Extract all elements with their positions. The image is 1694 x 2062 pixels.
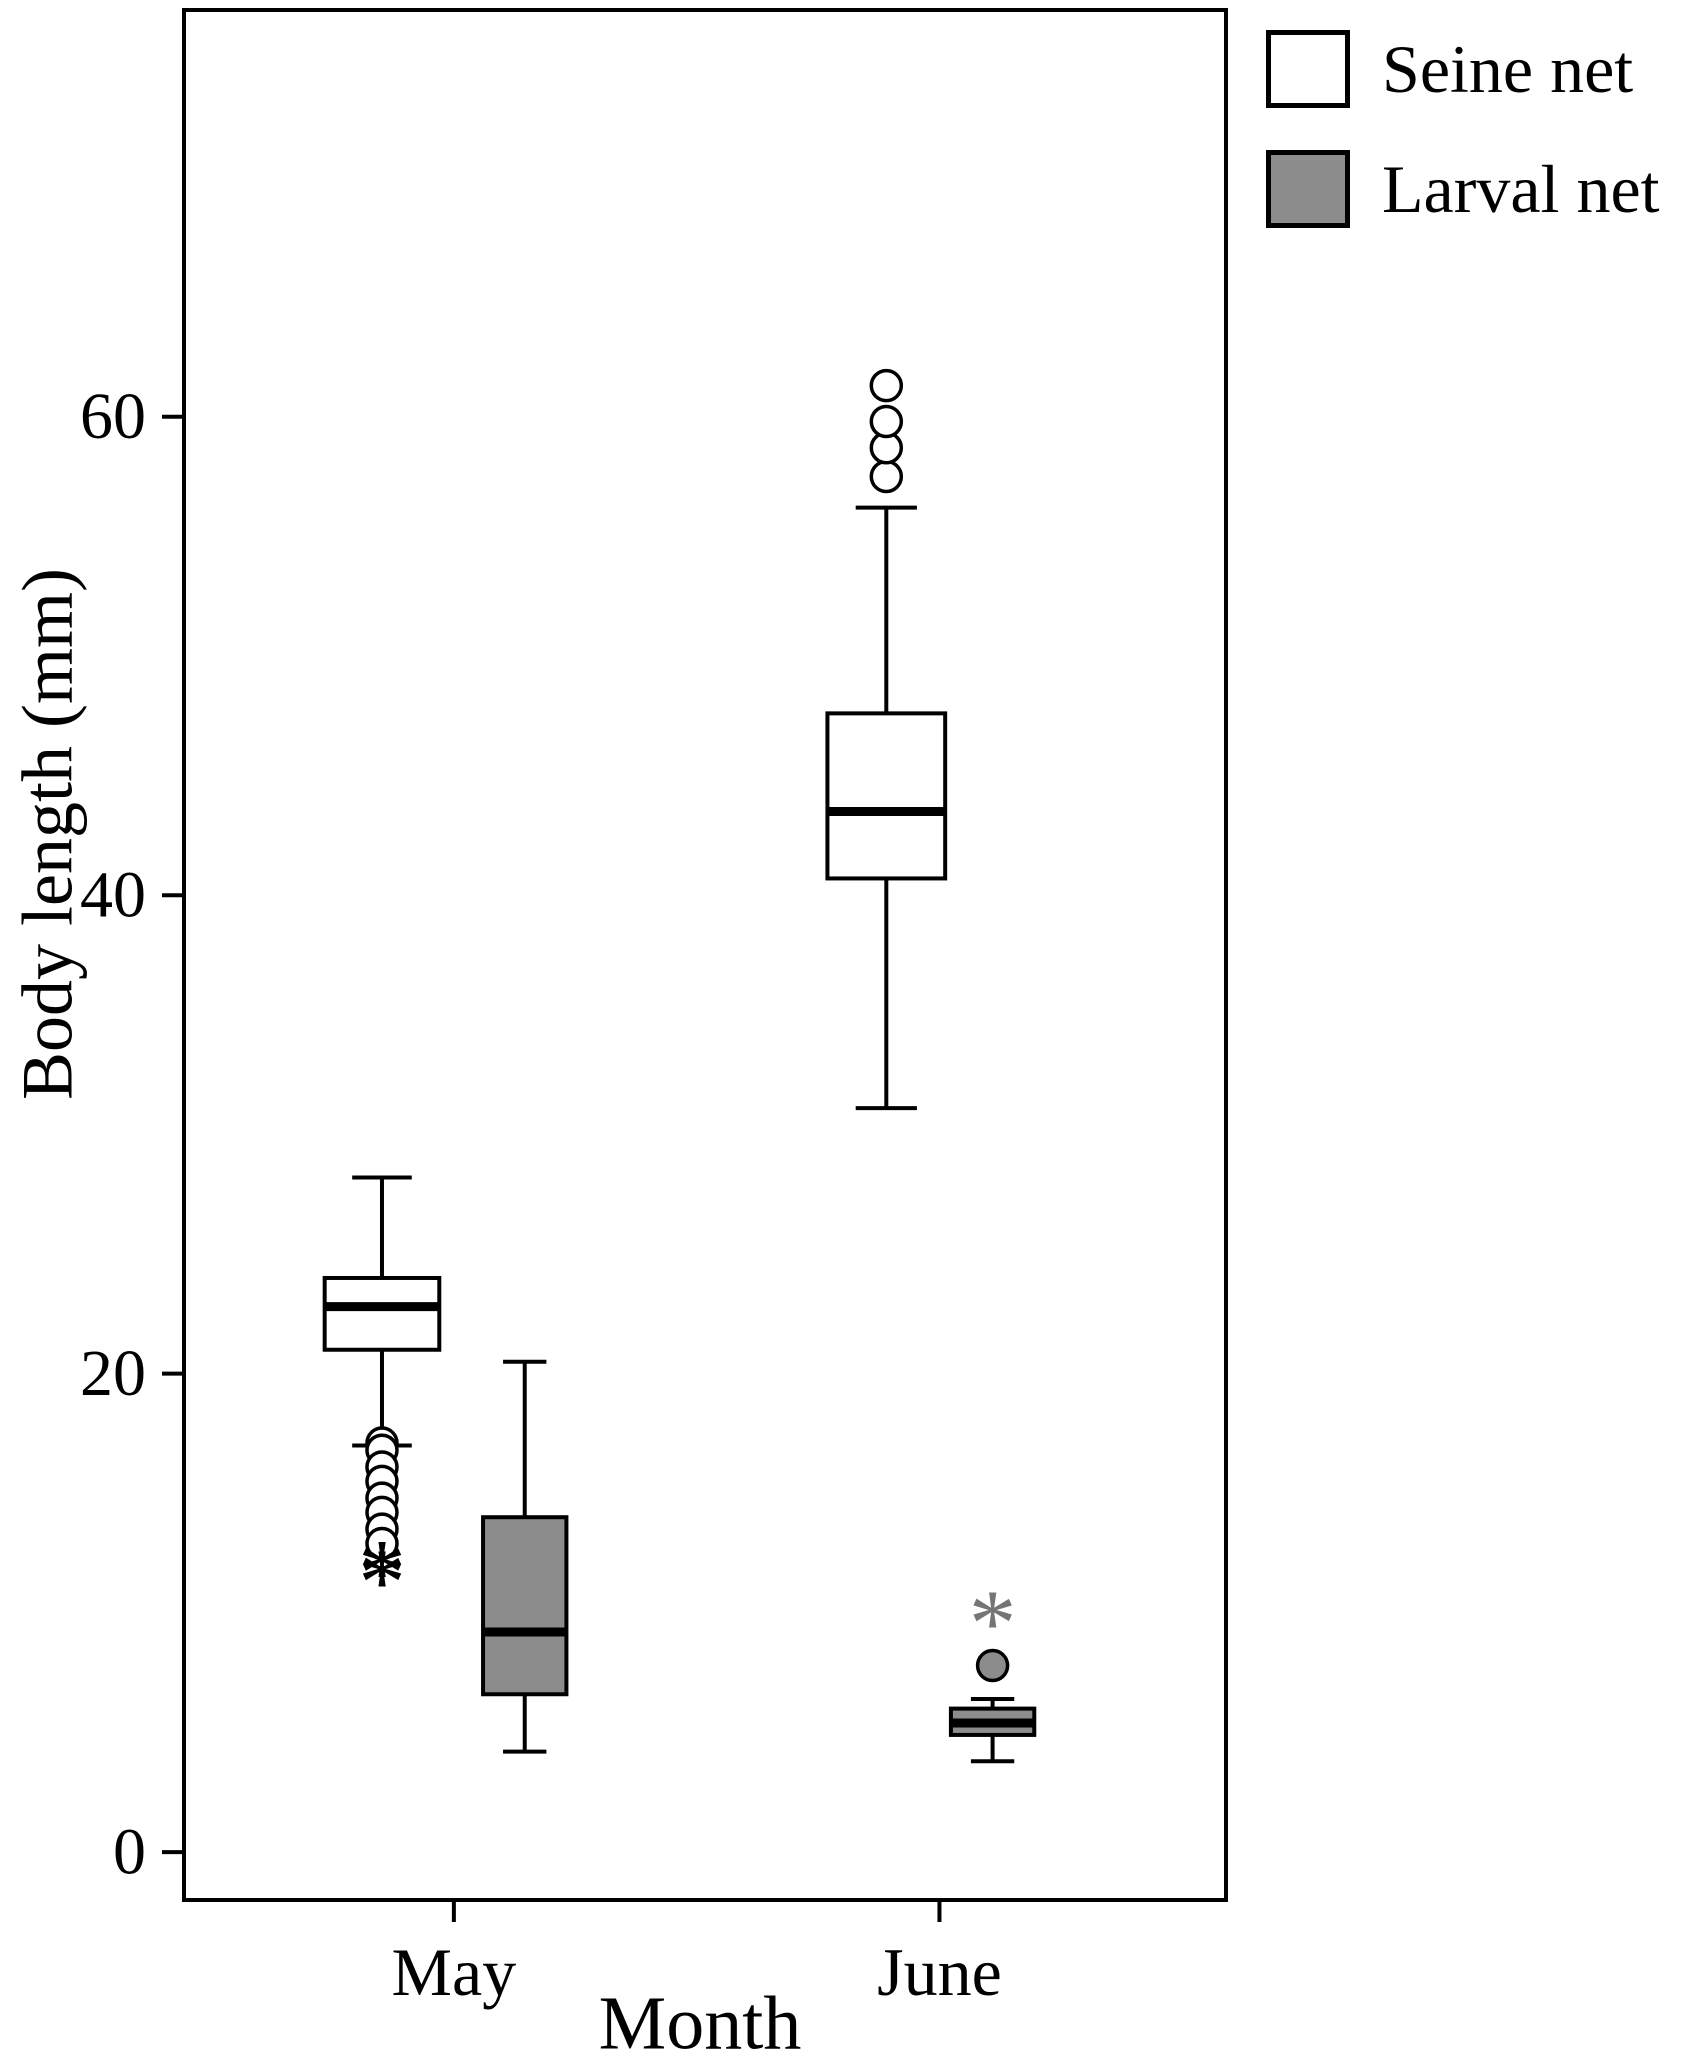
y-tick-label: 60	[80, 380, 146, 453]
extreme-asterisk-marker: *	[358, 1529, 406, 1635]
legend-item-larval-net: Larval net	[1266, 150, 1660, 228]
plot-frame	[182, 8, 1228, 1902]
outlier-circle-marker	[365, 1526, 399, 1561]
extreme-asterisk-marker: *	[969, 1570, 1017, 1676]
x-tick-label: May	[392, 1934, 517, 2010]
box-iqr	[481, 1515, 569, 1697]
box-iqr	[322, 1275, 442, 1352]
legend-swatch-larval-net	[1266, 150, 1350, 228]
outlier-circle-marker	[869, 368, 904, 403]
legend-item-seine-net: Seine net	[1266, 30, 1660, 108]
y-tick-label: 40	[80, 859, 146, 932]
legend-label-seine-net: Seine net	[1382, 31, 1634, 107]
outlier-circle-marker	[869, 404, 904, 439]
box-iqr	[825, 711, 948, 881]
outlier-circle-marker	[869, 459, 904, 494]
outlier-circle-marker	[975, 1648, 1010, 1683]
x-axis-title: Month	[598, 1981, 802, 2062]
y-axis-title: Body length (mm)	[7, 568, 88, 1100]
y-tick-label: 20	[80, 1337, 146, 1410]
x-tick-label: June	[877, 1934, 1002, 2010]
y-tick-label: 0	[113, 1816, 146, 1889]
extreme-asterisk-marker: *	[358, 1520, 406, 1626]
legend: Seine net Larval net	[1266, 30, 1660, 228]
legend-swatch-seine-net	[1266, 30, 1350, 108]
legend-label-larval-net: Larval net	[1382, 151, 1660, 227]
